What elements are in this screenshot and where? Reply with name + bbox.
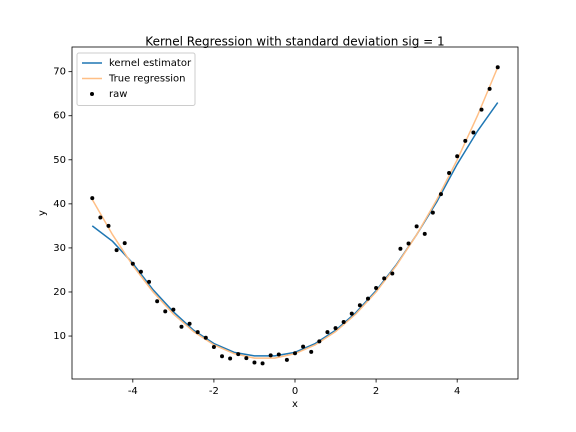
y-tick-label: 70 [53,67,66,78]
point [122,241,127,246]
point [171,307,176,312]
point [244,356,249,361]
point [430,210,435,215]
y-tick-label: 10 [53,331,66,342]
point [301,344,306,349]
point [398,246,403,251]
y-tick-label: 30 [53,243,66,254]
point [163,309,168,314]
point [293,351,297,356]
x-tick-label: -2 [209,386,219,397]
point [333,326,338,331]
x-tick-label: 0 [292,386,298,397]
point [479,107,484,112]
point [155,299,160,304]
point [390,271,395,276]
point [220,354,225,359]
point [211,345,216,350]
x-tick-label: -4 [128,386,138,397]
point [357,303,362,308]
x-tick-label: 4 [454,386,460,397]
x-axis-label: x [292,399,298,410]
point [349,311,354,316]
point [406,241,411,246]
x-tick-label: 2 [373,386,379,397]
y-axis-label: y [37,210,48,216]
point [374,286,379,291]
line [91,66,499,359]
y-tick-label: 20 [53,287,66,298]
point [455,154,460,159]
point [422,231,427,236]
point [382,276,387,281]
point [463,138,468,143]
legend-marker [90,92,94,96]
point [252,360,257,365]
line [91,102,499,357]
point [114,248,119,253]
point [195,330,200,335]
point [325,330,330,335]
point [260,361,265,366]
point [447,171,452,176]
point [236,352,241,357]
y-tick-label: 60 [53,111,66,122]
point [187,321,192,326]
point [341,319,346,324]
point [179,324,184,329]
legend-label: True regression [108,74,186,85]
point [130,261,135,266]
point [309,349,314,354]
point [268,353,273,358]
point [487,86,492,91]
y-tick-label: 50 [53,155,66,166]
point [438,192,443,197]
legend-label: raw [109,89,127,100]
legend-label: kernel estimator [109,58,192,69]
point [414,224,419,229]
legend-box [76,52,196,106]
axes-frame [71,46,519,380]
point [317,339,322,344]
point [138,269,143,274]
point [147,279,152,284]
point [365,296,370,301]
point [228,356,233,361]
point [203,335,208,340]
point [284,357,289,362]
point [106,223,111,228]
point [276,352,281,357]
point [90,196,95,201]
point [495,65,500,70]
chart-title: Kernel Regression with standard deviatio… [145,35,444,49]
point [98,215,103,220]
y-tick-label: 40 [53,199,66,210]
point [471,130,476,135]
